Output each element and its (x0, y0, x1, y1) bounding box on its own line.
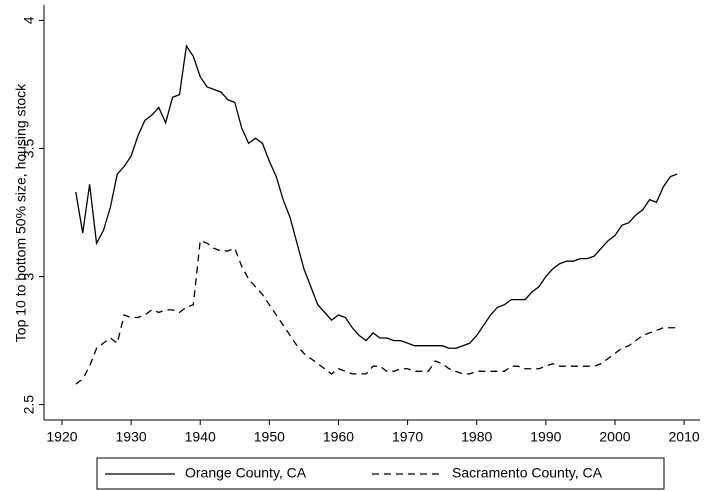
series-line (75, 44, 678, 349)
x-tick-label: 1980 (461, 429, 492, 445)
x-tick-label: 1970 (392, 429, 423, 445)
y-tick-label: 3 (21, 272, 37, 280)
series-line (75, 239, 678, 385)
y-tick-label: 3.5 (21, 139, 37, 159)
y-tick-label: 2.5 (21, 395, 37, 415)
legend-label: Orange County, CA (185, 465, 307, 481)
x-tick-label: 1920 (46, 429, 77, 445)
y-tick-label: 4 (21, 16, 37, 24)
y-axis-label: Top 10 to bottom 50% size, housing stock (13, 83, 29, 342)
x-tick-label: 1940 (185, 429, 216, 445)
legend-box (96, 457, 665, 490)
x-tick-label: 2000 (599, 429, 630, 445)
legend-label: Sacramento County, CA (452, 465, 603, 481)
x-tick-label: 2010 (669, 429, 700, 445)
x-tick-label: 1960 (323, 429, 354, 445)
x-tick-label: 1930 (116, 429, 147, 445)
x-tick-label: 1990 (530, 429, 561, 445)
x-tick-label: 1950 (254, 429, 285, 445)
